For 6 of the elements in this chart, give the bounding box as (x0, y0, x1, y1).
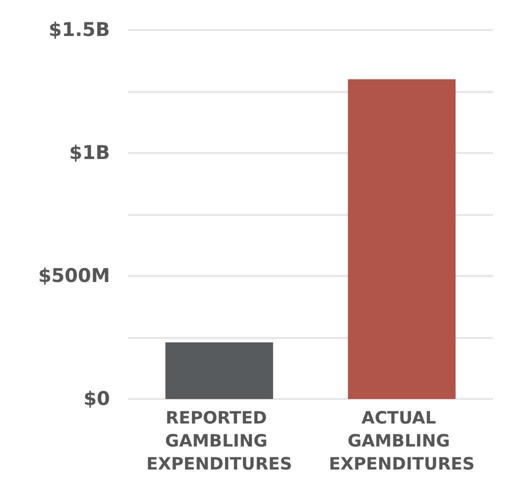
y-tick-label: $500M (38, 265, 110, 287)
x-tick-label: ACTUAL GAMBLING EXPENDITURES (328, 408, 475, 474)
y-tick-label: $1.5B (48, 19, 110, 41)
y-tick-label: $0 (84, 388, 110, 410)
x-tick-label: REPORTED GAMBLING EXPENDITURES (146, 408, 292, 474)
y-tick-label: $1B (69, 142, 110, 164)
